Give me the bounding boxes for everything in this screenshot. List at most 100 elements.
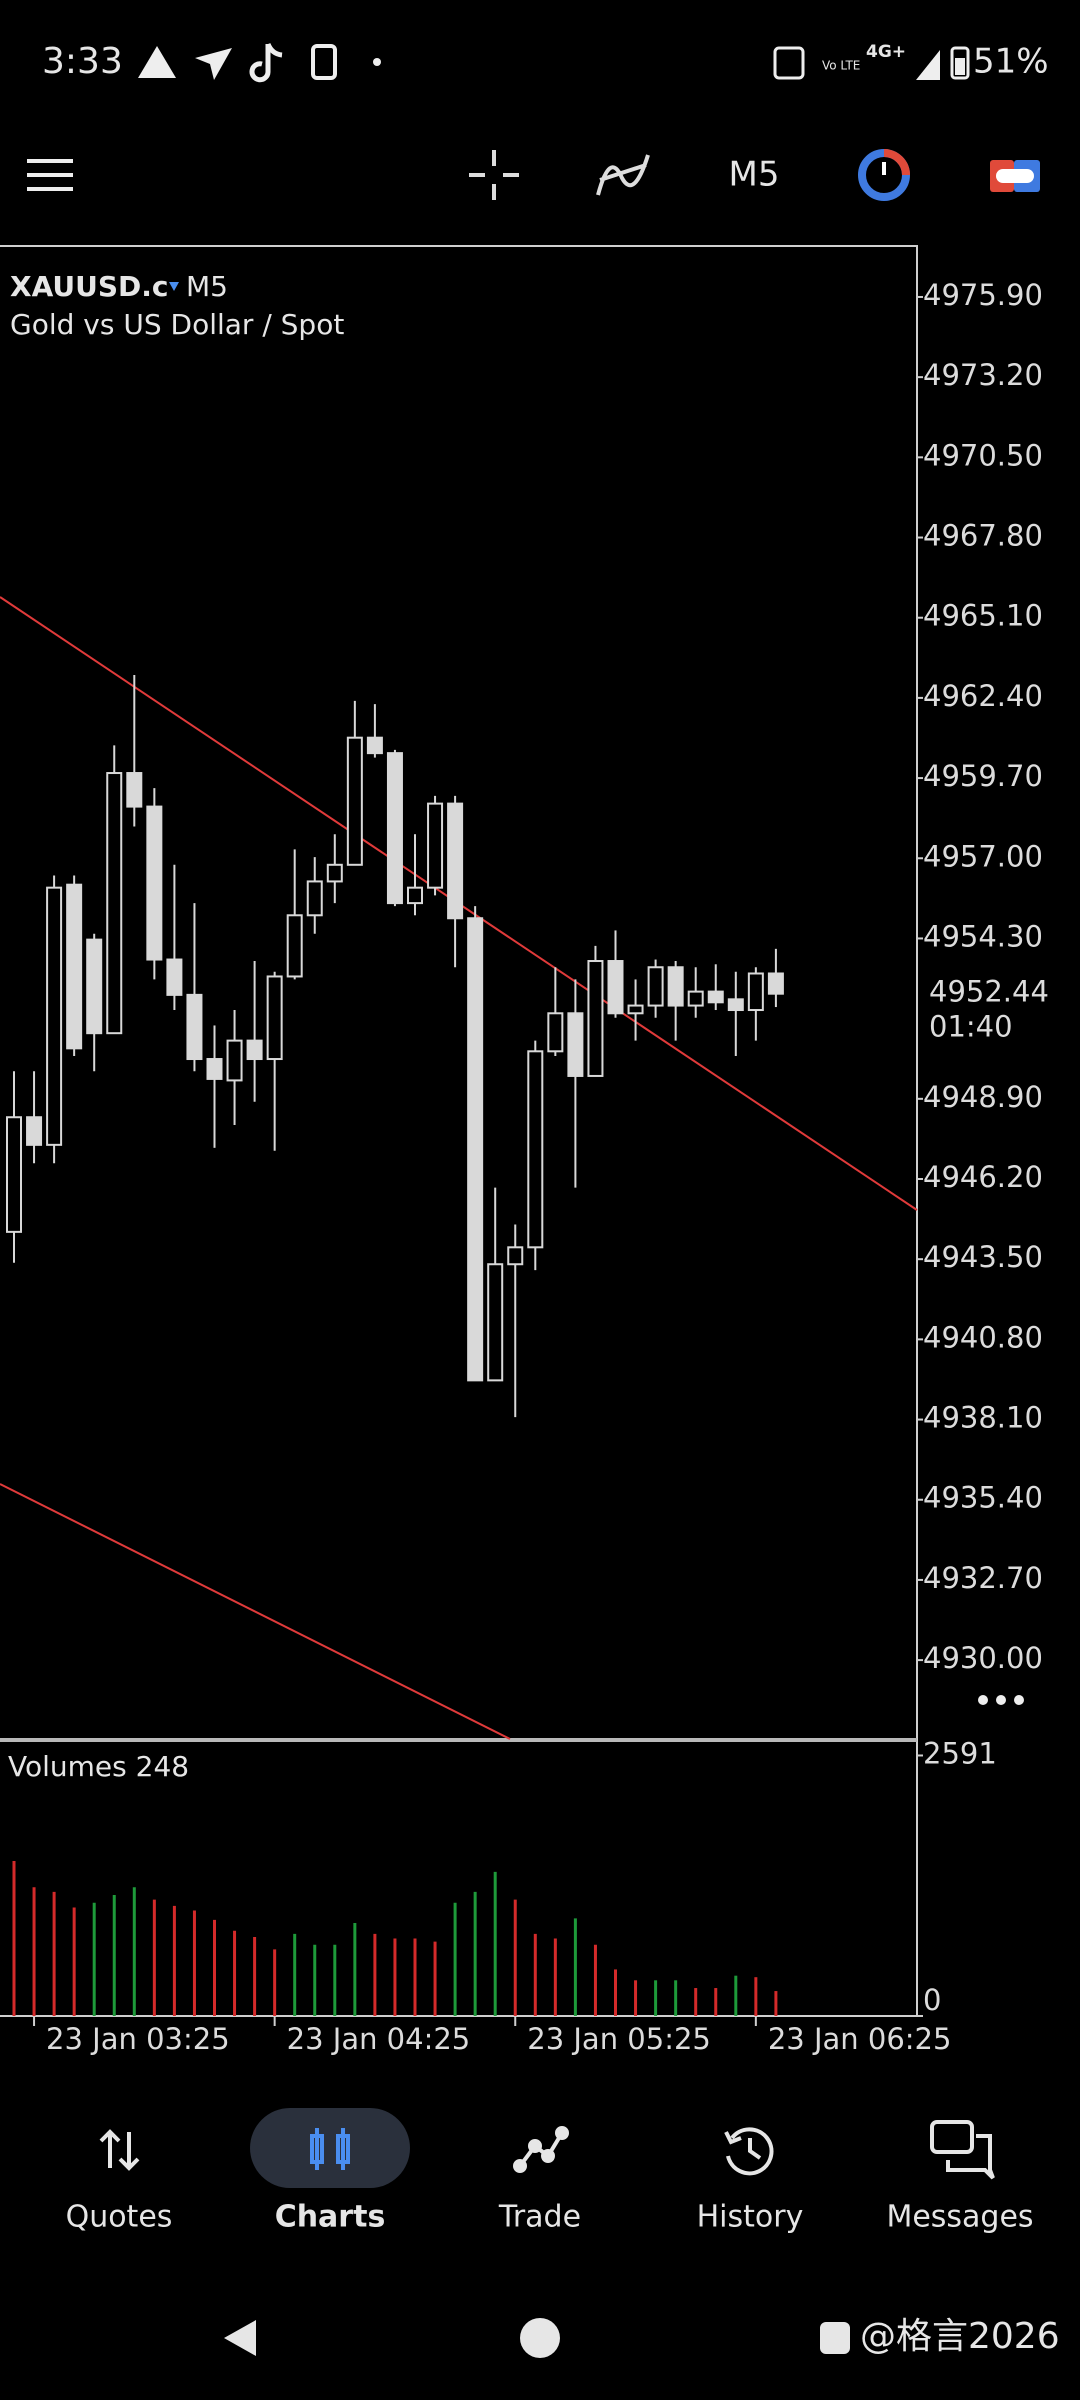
history-hand <box>748 2138 762 2160</box>
menu-button[interactable] <box>27 159 73 191</box>
crosshair-button[interactable] <box>469 150 519 200</box>
candle-body <box>206 1058 223 1080</box>
candle-body <box>306 880 323 917</box>
symbol-description: Gold vs US Dollar / Spot <box>10 308 344 341</box>
y-tick-label: 4959.70 <box>923 759 1043 793</box>
trade-dot <box>541 2149 555 2163</box>
y-tick-label: 4954.30 <box>923 919 1043 953</box>
clock: 3:33 <box>42 41 123 82</box>
y-tick-label: 0 <box>923 1983 941 2017</box>
charts-icon <box>310 2128 350 2170</box>
quotes-icon <box>99 2129 140 2171</box>
battery-icon <box>950 46 970 80</box>
candle-body <box>106 772 123 1035</box>
last-price-box <box>919 973 1079 1050</box>
y-tick-label: 4967.80 <box>923 519 1043 553</box>
candle-body <box>707 990 724 1004</box>
y-tick-label: 4973.20 <box>923 358 1043 392</box>
trade-icon <box>513 2126 569 2173</box>
bubble <box>930 2120 974 2154</box>
symbol[interactable]: XAUUSD.c <box>10 270 169 303</box>
candle-body <box>146 805 163 961</box>
nav-tab[interactable]: Messages <box>886 2200 1033 2235</box>
candle-body <box>447 802 464 920</box>
y-tick-label: 4965.10 <box>923 599 1043 633</box>
countdown-label: 01:40 <box>929 1010 1013 1044</box>
candle-body <box>487 1263 504 1382</box>
y-tick-label: 4970.50 <box>923 438 1043 472</box>
warning-icon <box>138 46 176 78</box>
candle-body <box>346 736 363 866</box>
messages-icon <box>930 2120 995 2180</box>
nav-tab[interactable]: Charts <box>275 2200 386 2235</box>
y-tick-label: 4948.90 <box>923 1080 1043 1114</box>
y-tick-label: 4946.20 <box>923 1160 1043 1194</box>
dot-icon <box>373 58 381 66</box>
price-plot: 4975.90 4973.20 4970.50 4967.80 4965.10 4962.… <box>6 278 1079 2056</box>
dot <box>996 1695 1006 1705</box>
y-tick-label: 4940.80 <box>923 1320 1043 1354</box>
volte-label: Vo LTE <box>822 59 860 73</box>
candle-body <box>607 960 624 1015</box>
dot <box>978 1695 988 1705</box>
volume-plot: 0 2591 <box>12 1736 997 2017</box>
clock-ring-part <box>883 149 910 176</box>
candle-body <box>467 917 484 1382</box>
candle-body <box>266 975 283 1061</box>
candle-body <box>6 1116 22 1233</box>
candle-body <box>186 993 203 1061</box>
arrow-down <box>118 2132 140 2171</box>
trend-line[interactable] <box>0 1483 511 1740</box>
y-tick-label: 4932.70 <box>923 1561 1043 1595</box>
trade-dot <box>528 2139 542 2153</box>
nfc-icon <box>773 46 805 80</box>
candle-body <box>767 972 784 995</box>
candle-body <box>687 990 704 1007</box>
history-arrow <box>724 2131 742 2145</box>
header-timeframe: M5 <box>186 270 228 303</box>
active-tab-highlight <box>250 2108 410 2188</box>
y-tick-label: 2591 <box>923 1736 997 1770</box>
timeframe-button[interactable]: M5 <box>729 155 780 195</box>
y-tick-label: 4957.00 <box>923 839 1043 873</box>
candle-body <box>507 1246 524 1266</box>
candle-body <box>46 886 63 1146</box>
more-button[interactable] <box>978 1695 1024 1705</box>
y-tick-label: 4975.90 <box>923 278 1043 312</box>
y-tick-label: 4935.40 <box>923 1481 1043 1515</box>
battery-level <box>955 58 965 75</box>
y-tick-label: 4938.10 <box>923 1401 1043 1435</box>
history-icon <box>724 2127 774 2176</box>
trade-dot <box>555 2126 569 2140</box>
bubble <box>946 2134 995 2180</box>
back-button[interactable] <box>224 2320 256 2356</box>
phone-icon <box>311 44 337 80</box>
battery-label: 51% <box>973 42 1049 82</box>
watermark: @格言2026 <box>860 2316 1060 2357</box>
signal-icon <box>916 50 940 80</box>
candle-body <box>427 802 444 889</box>
indicators-button[interactable] <box>596 154 650 196</box>
y-tick-label: 4943.50 <box>923 1240 1043 1274</box>
candle-body <box>567 1012 584 1077</box>
watermark-logo <box>820 2322 850 2354</box>
nav-tab[interactable]: Quotes <box>66 2200 173 2235</box>
history-toggle[interactable] <box>858 149 910 201</box>
candle-body <box>86 938 103 1035</box>
bottom-nav: Quotes Charts Trade History Messages <box>66 2200 1034 2235</box>
candle-body <box>126 772 143 808</box>
trade-dot <box>513 2159 527 2173</box>
network-label: 4G+ <box>866 42 906 62</box>
candle-body <box>667 966 684 1007</box>
symbol-dropdown[interactable] <box>169 282 179 291</box>
toggle-knob <box>996 169 1034 183</box>
one-click-toggle[interactable] <box>990 160 1040 192</box>
nav-tab[interactable]: History <box>697 2200 804 2235</box>
status-icons <box>138 42 970 83</box>
home-button[interactable] <box>520 2318 560 2358</box>
x-tick-label: 23 Jan 06:25 <box>768 2022 952 2056</box>
candle-body <box>587 960 604 1077</box>
nav-tab[interactable]: Trade <box>498 2200 581 2235</box>
y-tick-label: 4930.00 <box>923 1641 1043 1675</box>
